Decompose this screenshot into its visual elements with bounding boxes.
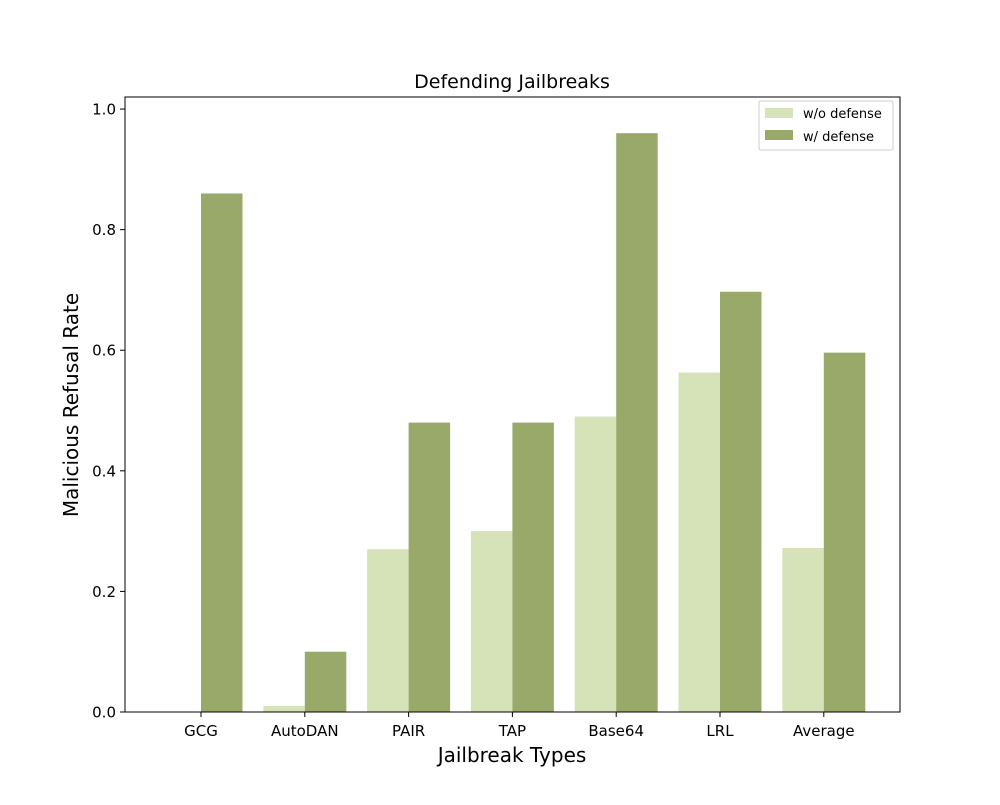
bar-average-with-defense bbox=[823, 352, 866, 712]
bar-tap-without-defense bbox=[470, 531, 513, 712]
y-tick-label: 1.0 bbox=[92, 101, 116, 119]
bar-gcg-with-defense bbox=[201, 193, 243, 713]
bar-base64-without-defense bbox=[574, 416, 617, 712]
y-tick-label: 0.4 bbox=[92, 462, 116, 480]
y-axis: 0.0 0.2 0.4 0.6 0.8 1.0 bbox=[92, 101, 125, 722]
x-tick-label-lrl: LRL bbox=[706, 722, 734, 740]
chart-title: Defending Jailbreaks bbox=[414, 71, 610, 93]
x-axis-label: Jailbreak Types bbox=[436, 743, 587, 767]
bar-lrl-with-defense bbox=[720, 291, 762, 712]
y-axis-label: Malicious Refusal Rate bbox=[59, 293, 83, 517]
x-tick-label-average: Average bbox=[793, 722, 855, 740]
x-tick-label-gcg: GCG bbox=[184, 722, 218, 740]
y-tick-label: 0.2 bbox=[92, 583, 116, 601]
legend-label-without-defense: w/o defense bbox=[803, 107, 882, 122]
x-tick-label-tap: TAP bbox=[498, 722, 526, 740]
y-tick-label: 0.0 bbox=[92, 704, 116, 722]
x-tick-label-pair: PAIR bbox=[392, 722, 425, 740]
bars-layer bbox=[201, 133, 866, 713]
x-tick-label-base64: Base64 bbox=[588, 722, 644, 740]
legend-swatch-without-defense bbox=[765, 108, 793, 118]
bar-autodan-without-defense bbox=[263, 705, 305, 712]
y-tick-label: 0.8 bbox=[92, 221, 116, 239]
x-axis: GCG AutoDAN PAIR TAP Base64 LRL Average bbox=[184, 712, 855, 740]
legend: w/o defense w/ defense bbox=[758, 100, 894, 151]
bar-pair-with-defense bbox=[408, 422, 451, 712]
bar-tap-with-defense bbox=[512, 422, 554, 712]
x-tick-label-autodan: AutoDAN bbox=[271, 722, 339, 740]
bar-autodan-with-defense bbox=[304, 651, 347, 712]
legend-swatch-with-defense bbox=[765, 130, 793, 140]
legend-label-with-defense: w/ defense bbox=[803, 130, 874, 145]
bar-base64-with-defense bbox=[616, 133, 658, 712]
bar-pair-without-defense bbox=[367, 549, 409, 712]
bar-average-without-defense bbox=[782, 548, 824, 712]
bar-lrl-without-defense bbox=[678, 372, 720, 712]
y-tick-label: 0.6 bbox=[92, 342, 116, 360]
